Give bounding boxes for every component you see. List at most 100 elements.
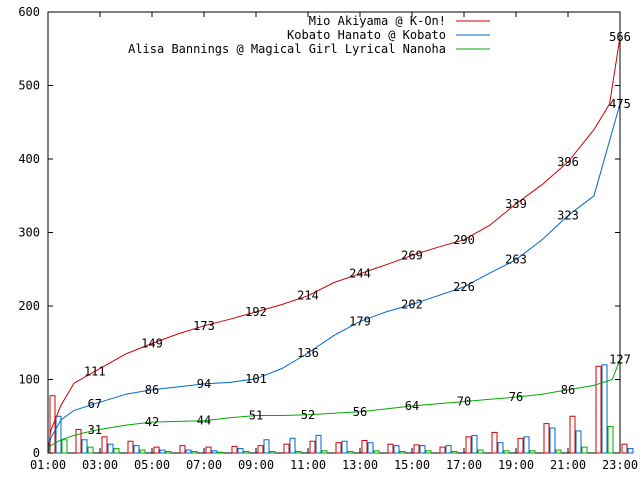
hourly-bar — [335, 442, 342, 454]
hourly-bar — [621, 443, 628, 454]
hourly-bar — [367, 442, 374, 454]
hourly-bar — [361, 440, 368, 454]
plot-frame — [47, 11, 621, 454]
hourly-bar — [413, 444, 420, 454]
x-tick-label: 01:00 — [30, 458, 66, 472]
y-tick-label: 200 — [18, 299, 40, 313]
series-line — [47, 36, 621, 454]
hourly-bar — [315, 434, 322, 454]
point-label: 179 — [349, 314, 371, 328]
point-label: 86 — [145, 383, 159, 397]
hourly-bar — [581, 446, 588, 454]
point-label: 86 — [561, 383, 575, 397]
point-label: 67 — [88, 397, 102, 411]
y-tick-label: 500 — [18, 79, 40, 93]
point-label: 244 — [349, 267, 371, 281]
x-tick-label: 05:00 — [134, 458, 170, 472]
hourly-bar — [445, 445, 452, 454]
x-tick-label: 03:00 — [82, 458, 118, 472]
hourly-bar — [341, 440, 348, 454]
legend-label: Kobato Hanato @ Kobato — [287, 28, 446, 42]
x-tick-label: 23:00 — [602, 458, 638, 472]
hourly-bar — [309, 440, 316, 454]
hourly-bar — [595, 365, 602, 454]
point-label: 42 — [145, 415, 159, 429]
hourly-bar — [373, 450, 380, 454]
point-label: 31 — [88, 423, 102, 437]
hourly-bar — [269, 451, 276, 454]
point-label: 64 — [405, 399, 419, 413]
hourly-bar — [55, 415, 62, 454]
point-label: 323 — [557, 209, 579, 223]
x-tick-label: 21:00 — [550, 458, 586, 472]
hourly-bar — [257, 445, 264, 454]
x-tick-label: 17:00 — [446, 458, 482, 472]
hourly-bar — [497, 442, 504, 454]
y-tick-label: 100 — [18, 373, 40, 387]
hourly-bar — [113, 448, 120, 454]
hourly-bar — [419, 445, 426, 454]
y-tick-label: 400 — [18, 152, 40, 166]
point-label: 136 — [297, 346, 319, 360]
hourly-bar — [503, 450, 510, 454]
cumulative-lines — [47, 36, 621, 454]
point-label: 269 — [401, 248, 423, 262]
hourly-bar — [205, 446, 212, 454]
hourly-bar — [87, 446, 94, 454]
point-label: 94 — [197, 377, 211, 391]
y-tick-label: 0 — [33, 446, 40, 460]
x-tick-label: 09:00 — [238, 458, 274, 472]
hourly-bar — [393, 445, 400, 454]
point-label: 396 — [557, 155, 579, 169]
hourly-bar — [529, 450, 536, 454]
hourly-bar — [165, 451, 172, 454]
hourly-bar — [543, 423, 550, 454]
hourly-bar — [627, 448, 634, 454]
x-tick-label: 13:00 — [342, 458, 378, 472]
point-label: 70 — [457, 395, 471, 409]
hourly-bar — [127, 440, 134, 454]
point-label: 263 — [505, 253, 527, 267]
hourly-bar — [387, 443, 394, 454]
y-tick-label: 600 — [18, 5, 40, 19]
hourly-bar — [231, 445, 238, 454]
hourly-bar — [243, 451, 250, 454]
hourly-bar — [517, 437, 524, 454]
point-label: 101 — [245, 372, 267, 386]
point-label: 226 — [453, 280, 475, 294]
hourly-bar — [347, 451, 354, 454]
hourly-bar — [425, 450, 432, 454]
point-label: 566 — [609, 30, 631, 44]
x-tick-label: 15:00 — [394, 458, 430, 472]
hourly-bar — [283, 443, 290, 454]
x-axis: 01:00 03:00 05:00 07:00 09:00 11:00 13:00 15:00… — [30, 12, 638, 472]
hourly-bar — [399, 451, 406, 454]
point-label: 52 — [301, 408, 315, 422]
point-label: 214 — [297, 289, 319, 303]
point-label: 51 — [249, 409, 263, 423]
hourly-bar — [575, 430, 582, 454]
hourly-bar — [191, 451, 198, 454]
hourly-bar — [569, 415, 576, 454]
point-label: 202 — [401, 298, 423, 312]
hourly-bar — [263, 439, 270, 454]
x-tick-label: 19:00 — [498, 458, 534, 472]
legend-label: Alisa Bannings @ Magical Girl Lyrical Na… — [128, 42, 446, 56]
y-tick-label: 300 — [18, 226, 40, 240]
hourly-bar — [465, 436, 472, 454]
x-tick-label: 11:00 — [290, 458, 326, 472]
legend: Mio Akiyama @ K-On!Kobato Hanato @ Kobat… — [128, 14, 490, 56]
point-label: 339 — [505, 197, 527, 211]
hourly-bars — [49, 364, 634, 454]
hourly-bar — [75, 428, 82, 454]
hourly-bar — [555, 449, 562, 454]
legend-label: Mio Akiyama @ K-On! — [309, 14, 446, 28]
hourly-bar — [295, 451, 302, 454]
hourly-bar — [523, 436, 530, 454]
hourly-bar — [107, 443, 114, 454]
hourly-bar — [451, 451, 458, 454]
hourly-bar — [217, 451, 224, 454]
hourly-bar — [477, 449, 484, 454]
y-axis: 0 100 200 300 400 500 600 — [18, 5, 620, 460]
